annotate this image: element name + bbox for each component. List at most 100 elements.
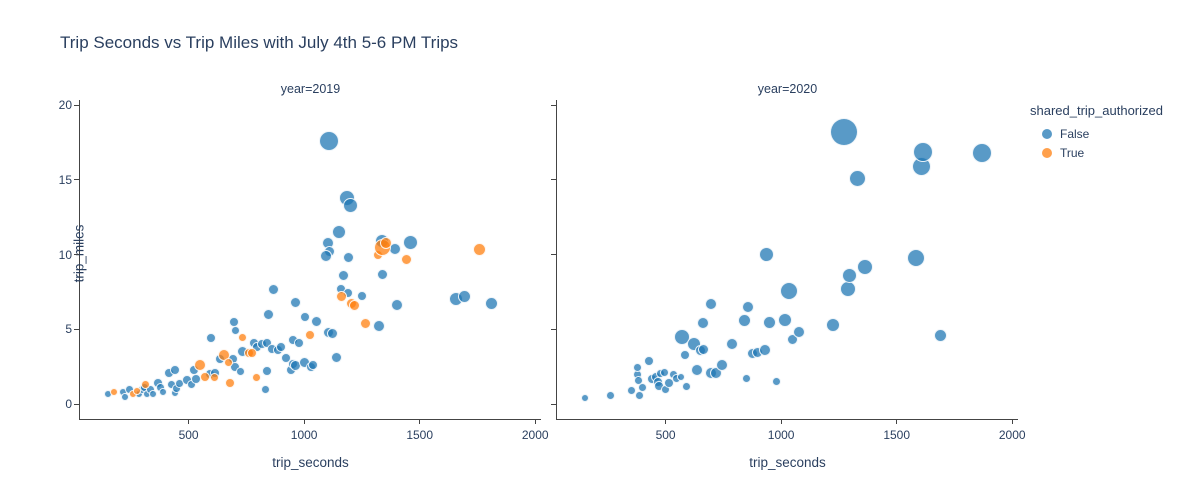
data-point-true[interactable] xyxy=(473,242,487,256)
data-point-false[interactable] xyxy=(696,317,709,330)
data-point-false[interactable] xyxy=(290,296,302,308)
data-point-true[interactable] xyxy=(193,359,206,372)
x-tick-label: 500 xyxy=(178,428,199,442)
data-point-false[interactable] xyxy=(778,313,793,328)
data-point-false[interactable] xyxy=(330,352,342,364)
data-point-false[interactable] xyxy=(276,341,287,352)
data-point-false[interactable] xyxy=(356,291,367,302)
data-point-false[interactable] xyxy=(698,344,709,356)
data-point-false[interactable] xyxy=(842,268,858,284)
data-point-false[interactable] xyxy=(293,337,304,348)
data-point-false[interactable] xyxy=(787,334,799,346)
data-point-false[interactable] xyxy=(342,252,354,264)
data-point-false[interactable] xyxy=(121,392,130,401)
data-point-false[interactable] xyxy=(829,118,858,147)
data-point-false[interactable] xyxy=(726,337,739,350)
data-point-false[interactable] xyxy=(580,394,589,403)
data-point-false[interactable] xyxy=(741,300,754,313)
data-point-false[interactable] xyxy=(319,131,340,152)
data-point-false[interactable] xyxy=(372,320,385,333)
data-point-false[interactable] xyxy=(485,297,499,311)
data-point-false[interactable] xyxy=(205,333,216,344)
data-point-false[interactable] xyxy=(660,368,670,378)
data-point-false[interactable] xyxy=(230,326,240,336)
data-point-false[interactable] xyxy=(458,289,471,303)
data-point-false[interactable] xyxy=(907,248,926,267)
data-point-false[interactable] xyxy=(680,350,691,361)
y-tick-mark xyxy=(74,179,79,181)
data-point-false[interactable] xyxy=(377,268,389,280)
data-point-true[interactable] xyxy=(140,380,150,390)
data-point-true[interactable] xyxy=(401,253,413,265)
data-point-false[interactable] xyxy=(826,317,841,332)
data-point-false[interactable] xyxy=(332,225,347,240)
data-point-false[interactable] xyxy=(342,197,358,213)
data-point-false[interactable] xyxy=(280,352,291,363)
data-point-false[interactable] xyxy=(320,250,333,263)
data-point-false[interactable] xyxy=(310,316,322,328)
data-point-false[interactable] xyxy=(741,374,751,384)
legend-item-false[interactable]: False xyxy=(1030,124,1163,143)
data-point-true[interactable] xyxy=(359,317,371,329)
data-point-false[interactable] xyxy=(326,328,338,340)
data-point-false[interactable] xyxy=(691,364,704,377)
data-point-false[interactable] xyxy=(857,258,874,275)
data-point-false[interactable] xyxy=(673,328,690,345)
y-tick-label: 20 xyxy=(58,98,72,113)
legend-item-true[interactable]: True xyxy=(1030,143,1163,162)
data-point-true[interactable] xyxy=(349,299,361,311)
data-point-false[interactable] xyxy=(235,366,245,376)
data-point-false[interactable] xyxy=(792,326,805,339)
data-point-true[interactable] xyxy=(225,378,236,389)
data-point-false[interactable] xyxy=(632,362,642,372)
data-point-false[interactable] xyxy=(337,270,349,282)
data-point-false[interactable] xyxy=(402,235,418,251)
x-tick-label: 1500 xyxy=(883,428,911,442)
data-point-false[interactable] xyxy=(716,359,729,372)
data-point-false[interactable] xyxy=(738,313,752,327)
data-point-true[interactable] xyxy=(335,290,347,302)
data-point-true[interactable] xyxy=(109,388,118,397)
data-point-false[interactable] xyxy=(390,299,403,312)
data-point-false[interactable] xyxy=(605,390,615,400)
data-point-true[interactable] xyxy=(133,386,142,395)
data-point-false[interactable] xyxy=(934,328,948,342)
data-point-true[interactable] xyxy=(237,333,247,343)
data-point-false[interactable] xyxy=(267,283,279,295)
data-point-false[interactable] xyxy=(849,169,867,187)
data-point-false[interactable] xyxy=(780,281,798,300)
data-point-true[interactable] xyxy=(247,347,258,358)
data-point-false[interactable] xyxy=(839,281,856,297)
data-point-false[interactable] xyxy=(677,373,686,382)
data-point-false[interactable] xyxy=(170,364,181,375)
data-point-false[interactable] xyxy=(149,389,158,398)
data-point-true[interactable] xyxy=(380,236,393,249)
facet-label-2020: year=2020 xyxy=(757,82,818,96)
data-point-false[interactable] xyxy=(772,377,782,387)
data-point-false[interactable] xyxy=(681,381,691,391)
data-point-false[interactable] xyxy=(643,355,654,366)
data-point-false[interactable] xyxy=(637,383,647,393)
data-point-false[interactable] xyxy=(262,308,274,320)
data-point-false[interactable] xyxy=(759,247,775,263)
data-point-false[interactable] xyxy=(704,297,717,310)
data-point-true[interactable] xyxy=(304,330,315,341)
data-point-false[interactable] xyxy=(307,360,318,371)
data-point-false[interactable] xyxy=(758,344,771,357)
x-tick-label: 2000 xyxy=(521,428,549,442)
data-point-false[interactable] xyxy=(913,141,934,162)
data-point-true[interactable] xyxy=(223,357,233,367)
data-point-true[interactable] xyxy=(199,372,210,383)
data-point-false[interactable] xyxy=(299,312,310,323)
data-point-false[interactable] xyxy=(663,378,674,389)
data-point-false[interactable] xyxy=(262,366,273,377)
data-point-true[interactable] xyxy=(251,372,261,382)
data-point-false[interactable] xyxy=(971,143,992,164)
data-point-false[interactable] xyxy=(159,388,168,397)
data-point-false[interactable] xyxy=(262,337,273,348)
data-point-true[interactable] xyxy=(210,372,220,382)
data-point-false[interactable] xyxy=(260,384,270,394)
data-point-false[interactable] xyxy=(626,386,636,396)
data-point-false[interactable] xyxy=(762,316,776,330)
legend-title: shared_trip_authorized xyxy=(1030,103,1163,118)
